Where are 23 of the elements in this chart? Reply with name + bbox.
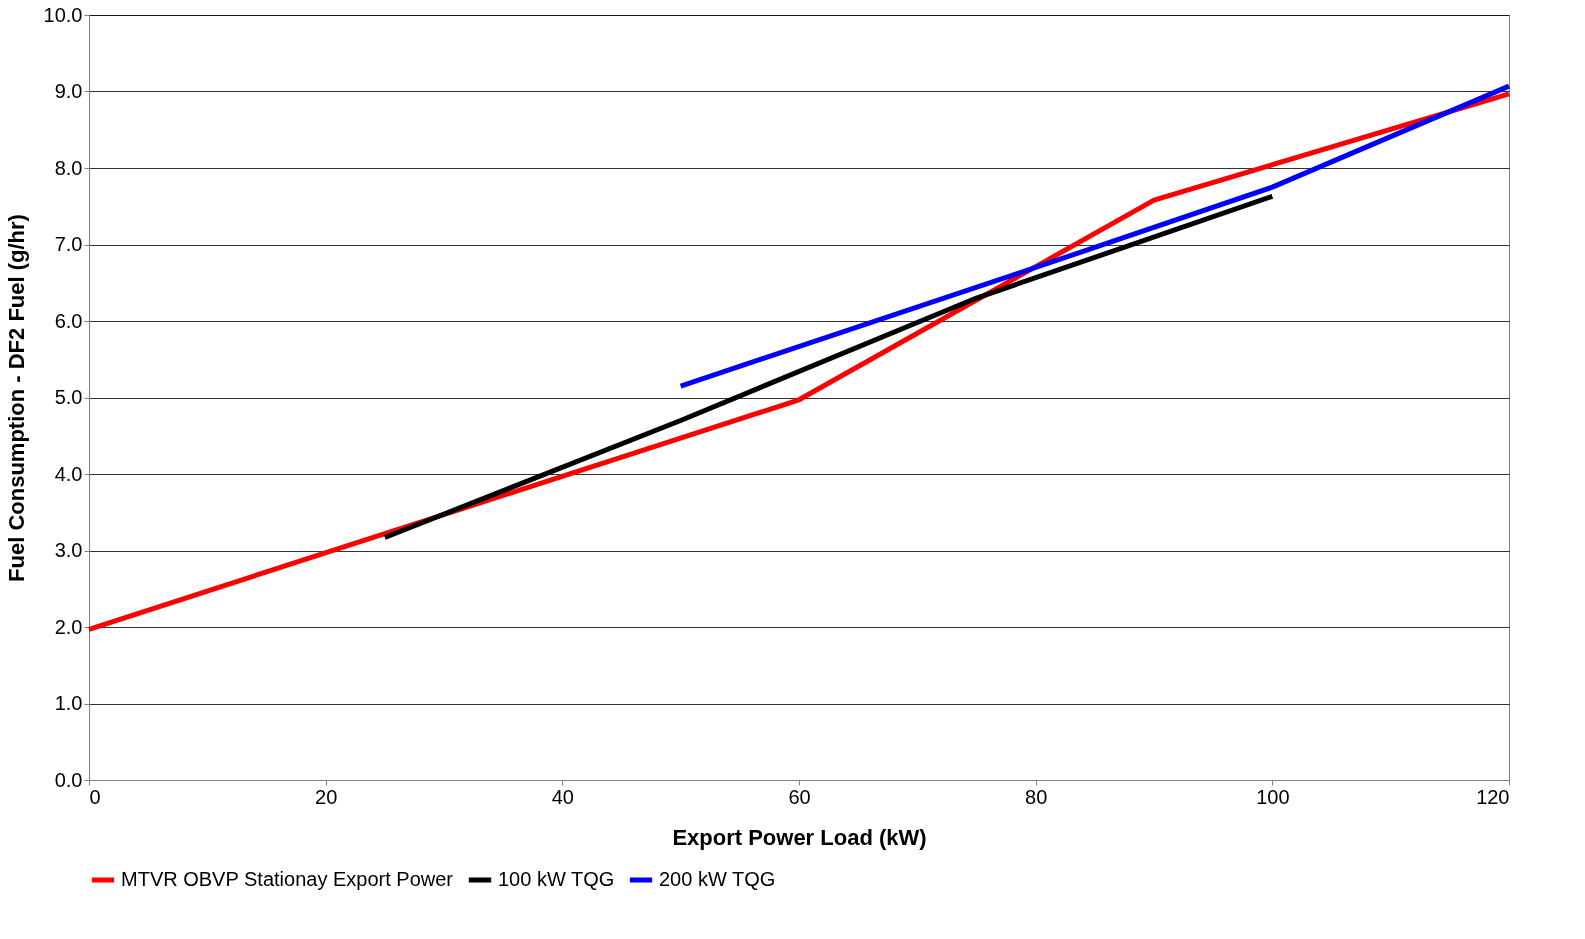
y-tick-label: 2.0 [54, 615, 83, 638]
y-tick-label: 9.0 [54, 80, 83, 102]
x-tick-label: 60 [788, 785, 811, 808]
y-tick-label: 10.0 [43, 3, 83, 26]
legend-label: 100 kW TQG [498, 868, 615, 890]
y-axis-title: Fuel Consumption - DF2 Fuel (g/hr) [3, 214, 29, 582]
x-tick-label: 0 [89, 785, 101, 808]
y-tick-label: 7.0 [54, 233, 83, 255]
legend-label: 200 kW TQG [659, 868, 776, 890]
y-tick-label: 1.0 [54, 692, 83, 714]
y-tick-label: 5.0 [54, 386, 83, 408]
y-tick-label: 6.0 [54, 309, 83, 332]
y-tick-label: 3.0 [54, 539, 83, 561]
x-tick-label: 100 [1256, 785, 1290, 808]
x-axis-title: Export Power Load (kW) [672, 824, 927, 850]
x-tick-label: 80 [1025, 785, 1048, 808]
x-tick-label: 40 [551, 785, 574, 808]
y-tick-label: 4.0 [54, 462, 83, 485]
x-tick-label: 20 [315, 785, 338, 808]
x-tick-label: 120 [1476, 785, 1510, 808]
y-tick-label: 0.0 [54, 768, 83, 791]
legend-label: MTVR OBVP Stationay Export Power [121, 868, 454, 890]
y-tick-label: 8.0 [54, 156, 83, 179]
